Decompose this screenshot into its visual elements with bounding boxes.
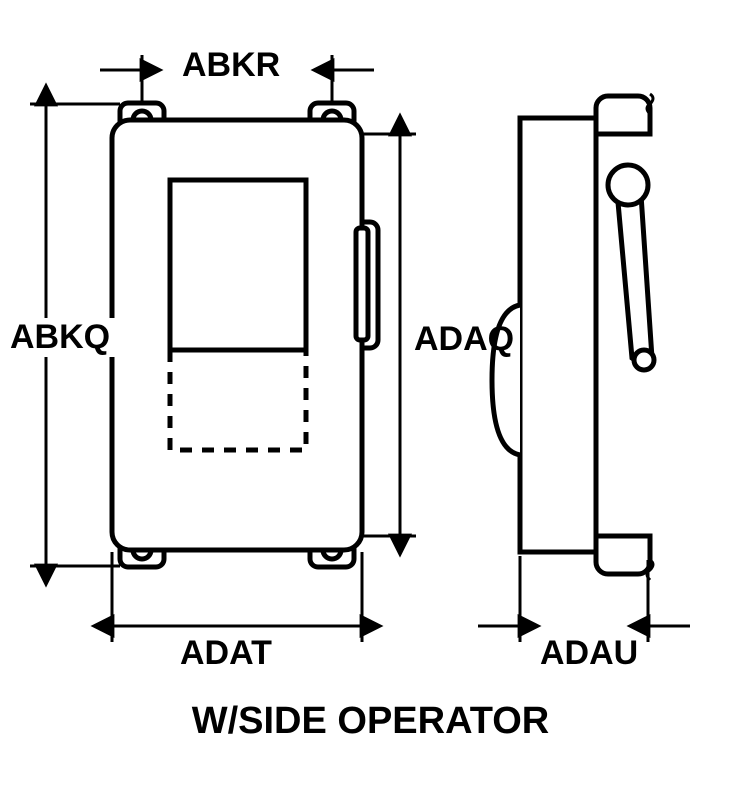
diagram-title: W/SIDE OPERATOR	[0, 700, 741, 743]
dim-label-abkr: ABKR	[182, 46, 280, 85]
drawing-stage: ABKR ABKQ ABKQ ADAQ ADAT ADAU ABKQ W/SID…	[0, 0, 741, 787]
dim-label-adau: ADAU	[540, 634, 638, 673]
front-view	[112, 103, 378, 567]
dim-label-abkq-final: ABKQ	[6, 318, 116, 357]
dim-label-adaq: ADAQ	[414, 320, 514, 359]
side-view	[492, 94, 654, 580]
dim-label-adat: ADAT	[180, 634, 272, 673]
